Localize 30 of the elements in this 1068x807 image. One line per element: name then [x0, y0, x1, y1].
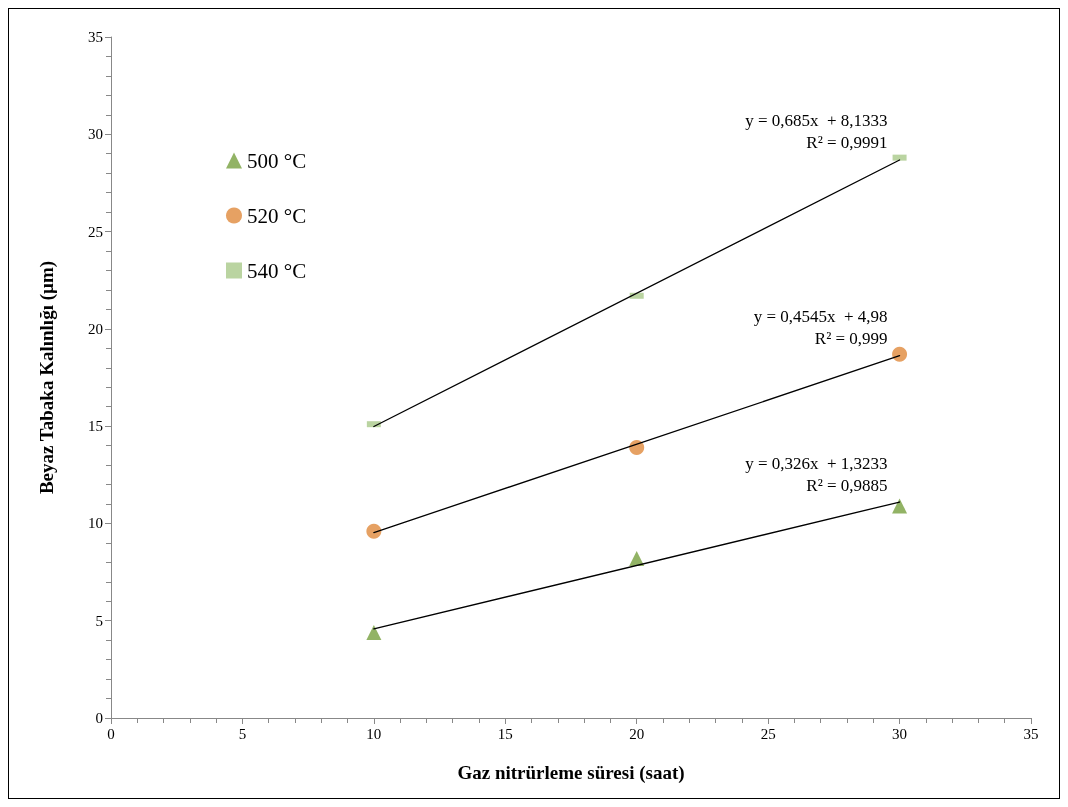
x-tick-label: 10: [366, 725, 382, 742]
legend-label: 500 °C: [247, 148, 307, 173]
y-tick-label: 15: [88, 418, 103, 435]
legend-label: 540 °C: [247, 258, 307, 283]
legend-label: 520 °C: [247, 203, 307, 228]
y-tick-label: 0: [95, 710, 103, 726]
point: [629, 440, 645, 456]
y-tick-label: 35: [88, 29, 103, 45]
y-tick-label: 20: [88, 320, 103, 337]
y-axis-title: Beyaz Tabaka Kalınlığı (µm): [36, 260, 58, 495]
y-tick-label: 10: [88, 515, 103, 532]
y-tick-label: 30: [88, 126, 103, 143]
y-tick-label: 5: [95, 612, 103, 629]
point: [892, 346, 908, 362]
point: [629, 550, 645, 566]
x-tick-label: 30: [892, 725, 908, 742]
x-tick-label: 20: [629, 725, 645, 742]
x-tick-label: 5: [238, 725, 247, 742]
y-tick-label: 25: [88, 223, 103, 240]
annotation: y = 0,326x + 1,3233 R² = 0,9885: [745, 453, 888, 495]
annotation: y = 0,4545x + 4,98 R² = 0,999: [753, 307, 888, 349]
point: [366, 624, 382, 640]
x-tick-label: 0: [107, 725, 115, 742]
annotation: y = 0,685x + 8,1333 R² = 0,9991: [745, 111, 888, 153]
x-tick-label: 35: [1023, 725, 1039, 742]
x-tick-label: 15: [497, 725, 513, 742]
x-tick-label: 25: [760, 725, 776, 742]
x-axis-title: Gaz nitrürleme süresi (saat): [457, 762, 685, 784]
point: [366, 523, 382, 539]
point: [892, 498, 908, 514]
